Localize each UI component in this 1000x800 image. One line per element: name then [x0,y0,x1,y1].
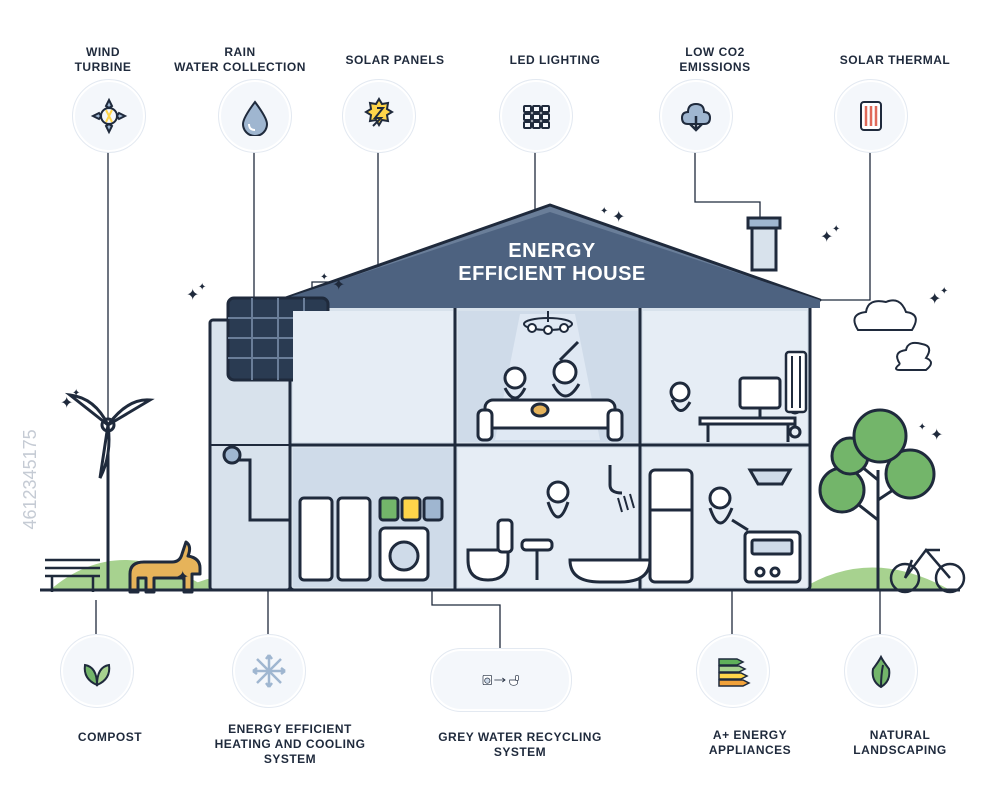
diagram-canvas: { "title": "ENERGY EFFICIENT HOUSE", "pa… [0,0,1000,800]
icon-circle-energy-appliances [696,634,770,708]
bathroom [468,465,650,582]
icon-circle-solar-panels [342,79,416,153]
label-natural-landscaping: NATURALLANDSCAPING [830,728,970,758]
led-lamp [495,311,600,440]
icon-circle-natural-landscaping [844,634,918,708]
bicycle [891,550,964,592]
svg-text:✦: ✦ [320,272,328,283]
svg-text:✦: ✦ [832,224,840,235]
icon-circle-rain-water [218,79,292,153]
icon-circle-low-co2 [659,79,733,153]
icon-circle-solar-thermal [834,79,908,153]
label-compost: COMPOST [60,730,160,745]
svg-text:✦: ✦ [332,277,345,294]
svg-text:✦: ✦ [928,291,941,308]
svg-text:✦: ✦ [918,422,926,433]
icon-circle-led-lighting [499,79,573,153]
wind-turbine-drawing [70,395,150,590]
tree [820,410,934,590]
svg-text:✦: ✦ [930,427,943,444]
icon-circle-grey-water [430,648,572,712]
svg-text:✦: ✦ [60,395,73,412]
label-rain-water: RAINWATER COLLECTION [165,45,315,75]
living-room [478,342,622,440]
label-led-lighting: LED LIGHTING [490,53,620,68]
label-grey-water: GREY WATER RECYCLINGSYSTEM [410,730,630,760]
bench [45,560,100,592]
label-solar-thermal: SOLAR THERMAL [820,53,970,68]
label-heating-cooling: ENERGY EFFICIENTHEATING AND COOLINGSYSTE… [195,722,385,767]
clouds [854,300,931,370]
label-low-co2: LOW CO2EMISSIONS [650,45,780,75]
dog [130,542,200,592]
svg-text:✦: ✦ [600,206,608,217]
svg-text:✦: ✦ [198,282,206,293]
svg-text:✦: ✦ [186,287,199,304]
study-room [671,378,802,442]
solar-panel-drawing [228,298,328,380]
label-wind-turbine: WINDTURBINE [58,45,148,75]
connectors-group [96,151,880,652]
icon-circle-heating-cooling [232,634,306,708]
house-title: ENERGY EFFICIENT HOUSE [458,240,646,286]
grass [50,560,950,590]
utility-room [224,447,442,580]
svg-text:✦: ✦ [612,209,625,226]
icon-circle-wind-turbine [72,79,146,153]
label-energy-appliances: A+ ENERGYAPPLIANCES [680,728,820,758]
svg-text:✦: ✦ [72,388,80,399]
svg-text:✦: ✦ [940,286,948,297]
icon-circle-compost [60,634,134,708]
stock-watermark: 4612345175 [20,429,41,529]
svg-text:✦: ✦ [820,229,833,246]
kitchen [650,470,800,582]
solar-thermal-drawing [786,352,806,412]
label-solar-panels: SOLAR PANELS [330,53,460,68]
svg-text:✦: ✦ [176,569,189,586]
